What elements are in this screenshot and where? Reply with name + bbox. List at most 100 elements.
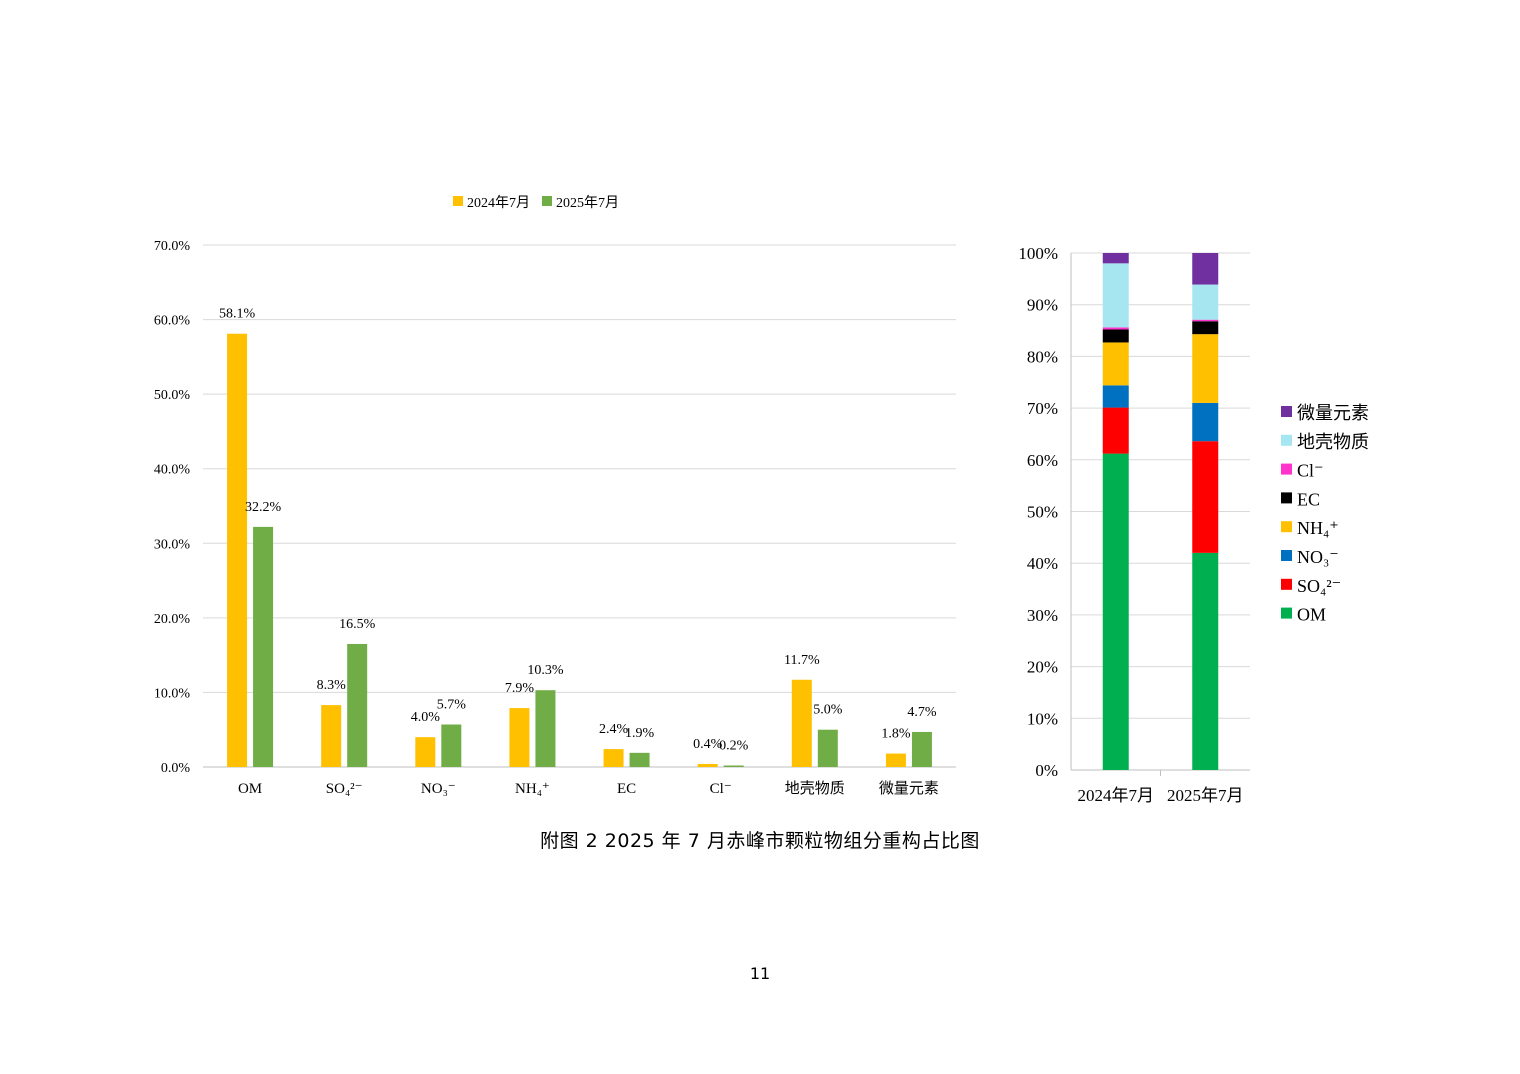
legend-swatch — [1281, 434, 1292, 446]
y-tick-label: 0% — [1035, 761, 1058, 780]
y-tick-label: 50.0% — [154, 388, 191, 403]
stack-segment — [1102, 385, 1129, 408]
x-tick-label: 2024年7月 — [1078, 786, 1155, 805]
x-tick-label: EC — [617, 781, 636, 797]
y-tick-label: 0.0% — [161, 761, 191, 776]
stack-segment — [1192, 552, 1219, 770]
y-tick-label: 40.0% — [154, 463, 191, 478]
stack-segment — [1102, 263, 1129, 328]
stack-segment — [1102, 253, 1129, 264]
legend-label: OM — [1297, 605, 1326, 625]
y-tick-label: 60% — [1027, 451, 1058, 470]
data-label: 0.4% — [693, 737, 723, 752]
x-tick-label: 地壳物质 — [785, 780, 845, 797]
data-label: 8.3% — [317, 678, 347, 693]
data-label: 1.8% — [881, 727, 911, 742]
x-tick-label: 2025年7月 — [1167, 786, 1244, 805]
legend-label: EC — [1297, 489, 1320, 509]
bar — [441, 724, 462, 767]
y-tick-label: 90% — [1027, 296, 1058, 315]
bar — [321, 705, 342, 767]
legend-label: Cl⁻ — [1297, 461, 1324, 481]
legend-swatch — [1281, 492, 1292, 504]
y-tick-label: 80% — [1027, 347, 1058, 366]
stack-segment — [1192, 402, 1219, 442]
data-label: 7.9% — [505, 681, 535, 696]
bar — [629, 752, 650, 767]
bar — [253, 526, 274, 767]
y-tick-label: 30% — [1027, 606, 1058, 625]
data-label: 4.7% — [907, 705, 937, 720]
y-tick-label: 100% — [1018, 244, 1058, 263]
bar — [415, 737, 436, 767]
legend-swatch — [1281, 550, 1292, 561]
data-label: 5.0% — [813, 703, 843, 718]
data-label: 10.3% — [527, 663, 564, 678]
y-tick-label: 50% — [1027, 503, 1058, 522]
bar — [535, 690, 556, 767]
data-label: 1.9% — [625, 726, 655, 741]
legend-swatch — [542, 196, 552, 206]
x-tick-label: NO₃⁻ — [421, 781, 456, 797]
x-tick-label: Cl⁻ — [710, 781, 732, 797]
y-tick-label: 20.0% — [154, 612, 191, 627]
legend-label: 微量元素 — [1297, 403, 1369, 423]
data-label: 11.7% — [784, 653, 820, 668]
stack-segment — [1192, 441, 1219, 553]
stack-segment — [1102, 407, 1129, 454]
y-tick-label: 10% — [1027, 709, 1058, 728]
stack-segment — [1102, 329, 1129, 343]
page-number: 11 — [749, 964, 771, 983]
legend-label: NO₃⁻ — [1297, 547, 1339, 567]
stack-segment — [1192, 319, 1219, 322]
legend-swatch — [1281, 578, 1292, 590]
legend-swatch — [1281, 406, 1292, 417]
stack-segment — [1192, 321, 1219, 335]
bar — [911, 731, 932, 767]
stack-segment — [1192, 334, 1219, 403]
x-tick-label: OM — [238, 781, 262, 797]
x-tick-label: 微量元素 — [879, 780, 939, 797]
legend-swatch — [1281, 607, 1292, 619]
bar — [723, 765, 744, 767]
bar — [817, 729, 838, 767]
stack-segment — [1102, 342, 1129, 386]
x-tick-label: SO₄²⁻ — [326, 781, 363, 797]
bar — [227, 333, 248, 767]
legend-label: 2024年7月 — [467, 195, 530, 211]
bar — [347, 643, 368, 767]
legend-swatch — [1281, 521, 1292, 533]
bar — [885, 753, 906, 767]
bar — [791, 679, 812, 767]
y-tick-label: 70% — [1027, 399, 1058, 418]
stack-segment — [1102, 327, 1129, 330]
legend-swatch — [1281, 463, 1292, 475]
y-tick-label: 60.0% — [154, 314, 191, 329]
y-tick-label: 20% — [1027, 658, 1058, 677]
stack-segment — [1102, 453, 1129, 770]
x-tick-label: NH₄⁺ — [515, 781, 550, 797]
data-label: 5.7% — [437, 697, 467, 712]
legend-swatch — [453, 196, 463, 206]
bar — [697, 764, 718, 767]
data-label: 0.2% — [719, 739, 749, 754]
legend-label: 2025年7月 — [556, 195, 619, 211]
data-label: 16.5% — [339, 617, 376, 632]
y-tick-label: 70.0% — [154, 239, 191, 254]
legend-label: 地壳物质 — [1297, 432, 1369, 452]
bar — [603, 749, 624, 767]
legend-label: NH₄⁺ — [1297, 518, 1339, 538]
y-tick-label: 10.0% — [154, 686, 191, 701]
data-label: 32.2% — [245, 500, 282, 515]
legend-label: SO₄²⁻ — [1297, 576, 1341, 596]
y-tick-label: 40% — [1027, 554, 1058, 573]
figure-caption: 附图 2 2025 年 7 月赤峰市颗粒物组分重构占比图 — [540, 830, 980, 852]
data-label: 4.0% — [411, 710, 441, 725]
data-label: 2.4% — [599, 722, 629, 737]
stack-segment — [1192, 253, 1219, 285]
stack-segment — [1192, 284, 1219, 320]
data-label: 58.1% — [219, 307, 256, 322]
bar — [509, 708, 530, 767]
